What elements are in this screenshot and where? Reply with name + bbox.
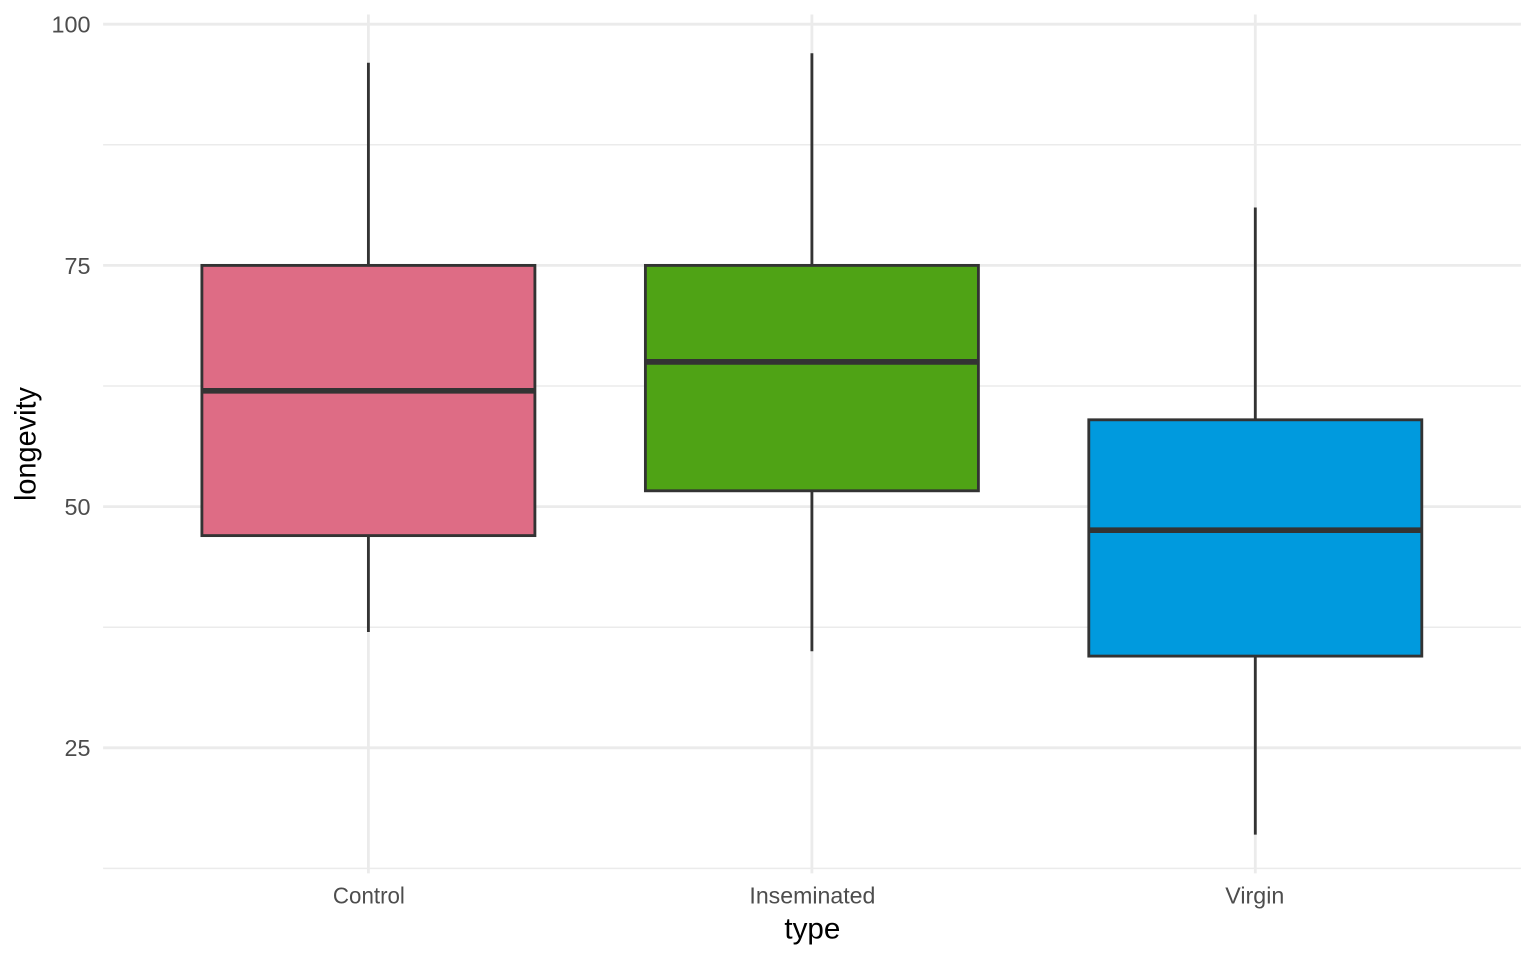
svg-text:longevity: longevity — [10, 387, 43, 501]
svg-text:25: 25 — [65, 735, 91, 761]
svg-text:type: type — [784, 913, 840, 946]
svg-text:50: 50 — [65, 494, 91, 520]
svg-text:Inseminated: Inseminated — [749, 882, 875, 908]
svg-text:Control: Control — [333, 882, 405, 908]
svg-text:100: 100 — [52, 12, 91, 38]
svg-text:75: 75 — [65, 253, 91, 279]
svg-text:Virgin: Virgin — [1225, 882, 1284, 908]
